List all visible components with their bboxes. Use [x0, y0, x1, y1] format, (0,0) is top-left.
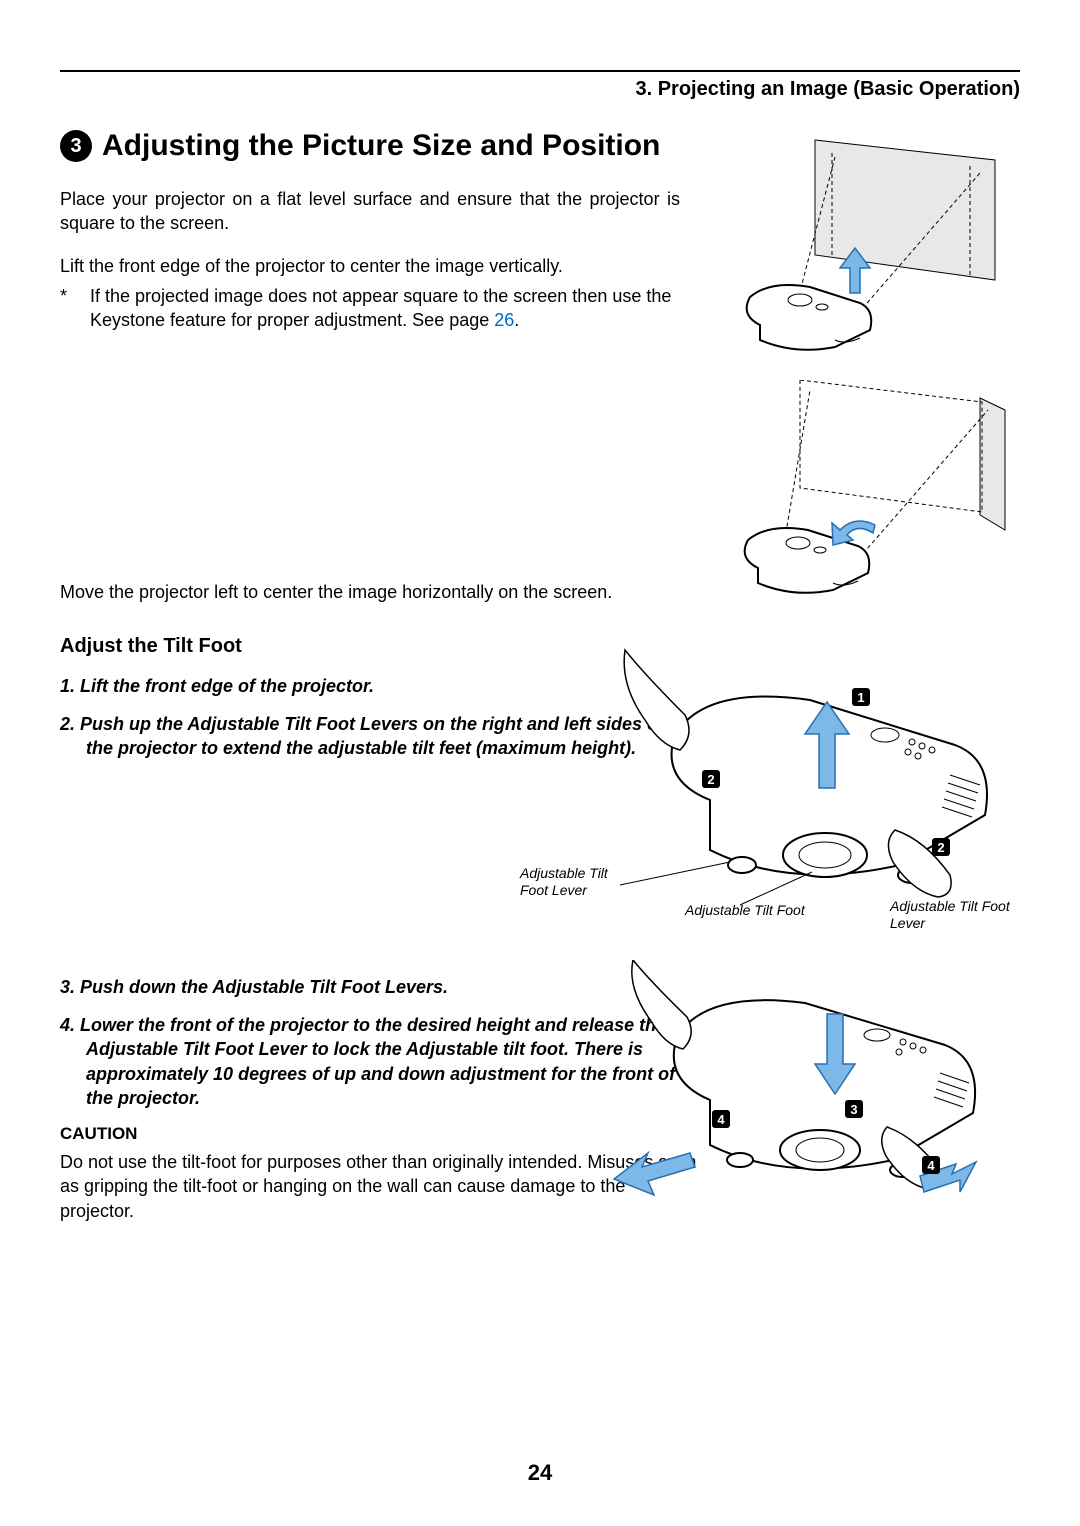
paragraph-lift: Lift the front edge of the projector to …	[60, 254, 680, 278]
keystone-note: If the projected image does not appear s…	[60, 284, 680, 333]
step-3: 3. Push down the Adjustable Tilt Foot Le…	[60, 975, 680, 999]
vertical-spacer	[60, 350, 680, 580]
badge-3: 3	[850, 1102, 857, 1117]
label-lever-left: Adjustable Tilt Foot Lever	[520, 865, 630, 899]
label-foot: Adjustable Tilt Foot	[685, 902, 835, 919]
badge-4a: 4	[717, 1112, 725, 1127]
manual-page: 3. Projecting an Image (Basic Operation)…	[0, 0, 1080, 1526]
page-ref-link[interactable]: 26	[494, 310, 514, 330]
section-title-text: Adjusting the Picture Size and Position	[102, 129, 660, 163]
figure-tilt-lift: 1 2 2 Adjustable Tilt Foot Lever Adjusta…	[580, 640, 1020, 940]
keystone-note-text-b: .	[514, 310, 519, 330]
figure-horizontal-center	[720, 380, 1020, 610]
chapter-title: 3. Projecting an Image (Basic Operation)	[60, 78, 1020, 101]
header-rule	[60, 70, 1020, 72]
paragraph-intro: Place your projector on a flat level sur…	[60, 187, 680, 236]
badge-1: 1	[857, 690, 864, 705]
paragraph-move-left: Move the projector left to center the im…	[60, 580, 680, 604]
badge-4b: 4	[927, 1158, 935, 1173]
step-4: 4. Lower the front of the projector to t…	[60, 1013, 680, 1110]
badge-2a: 2	[707, 772, 714, 787]
left-column: Place your projector on a flat level sur…	[60, 187, 680, 605]
page-number: 24	[0, 1460, 1080, 1486]
figure-vertical-center	[720, 135, 1020, 365]
label-lever-right: Adjustable Tilt Foot Lever	[890, 898, 1010, 932]
badge-2b: 2	[937, 840, 944, 855]
keystone-note-text-a: If the projected image does not appear s…	[90, 286, 671, 330]
section-number-badge: 3	[60, 130, 92, 162]
figure-tilt-lower: 3 4 4	[600, 960, 1020, 1220]
